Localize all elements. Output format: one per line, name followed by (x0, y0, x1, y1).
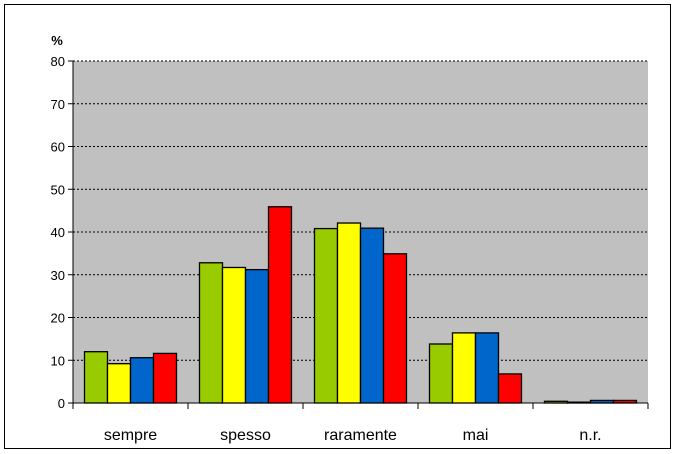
bar (428, 343, 454, 404)
y-tick-label: 20 (51, 311, 65, 326)
y-axis-ticks: 0 10 20 30 40 50 60 70 80 (51, 54, 73, 411)
y-tick-label: 0 (58, 396, 65, 411)
x-category-label: n.r. (579, 427, 601, 444)
y-tick-label: 70 (51, 97, 65, 112)
bar (359, 227, 385, 404)
bar (106, 363, 132, 404)
x-category-label: spesso (220, 427, 271, 444)
y-axis-unit-label: % (51, 33, 63, 48)
bar (497, 373, 523, 404)
y-tick-label: 60 (51, 140, 65, 155)
bar (336, 222, 362, 404)
y-tick-label: 50 (51, 182, 65, 197)
bar (152, 352, 178, 404)
bar (244, 268, 270, 404)
bar (267, 206, 293, 404)
y-tick-label: 40 (51, 225, 65, 240)
bar (313, 227, 339, 404)
y-tick-label: 30 (51, 268, 65, 283)
bar (474, 332, 500, 404)
bar (129, 357, 155, 404)
bars (83, 206, 638, 404)
y-tick-label: 10 (51, 353, 65, 368)
y-tick-label: 80 (51, 54, 65, 69)
x-category-label: raramente (324, 427, 397, 444)
bar (451, 332, 477, 404)
x-category-label: sempre (104, 427, 157, 444)
bar (221, 266, 247, 404)
x-axis-categories: sempre spesso raramente mai n.r. (104, 427, 602, 444)
bar (83, 351, 109, 404)
bar (198, 262, 224, 404)
bar (382, 253, 408, 404)
x-category-label: mai (463, 427, 489, 444)
